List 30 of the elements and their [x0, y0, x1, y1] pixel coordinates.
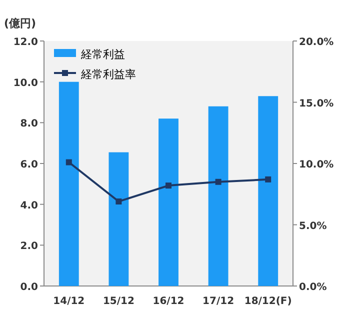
y2-tick-label: 15.0%: [299, 98, 334, 110]
x-tick-label: 16/12: [152, 296, 184, 307]
x-tick-label: 18/12(F): [244, 296, 292, 307]
point: [215, 178, 222, 185]
legend-label: 経常利益率: [80, 68, 136, 81]
bar: [58, 82, 79, 286]
y-tick-label: 4.0: [20, 200, 38, 212]
point: [66, 159, 72, 166]
y-tick-label: 12.0: [13, 37, 38, 48]
y2-tick-label: 10.0%: [299, 160, 334, 170]
y-tick-label: 0.0: [20, 282, 38, 293]
bar: [258, 96, 278, 286]
y2-tick-label: 0.0%: [299, 282, 327, 293]
y2-tick-label: 20.0%: [299, 37, 334, 48]
bar: [158, 118, 178, 286]
x-tick-label: 14/12: [53, 296, 85, 307]
y-tick-label: 8.0: [20, 118, 38, 130]
legend-label: 経常利益: [80, 48, 125, 61]
bar: [208, 106, 228, 286]
y-tick-label: 2.0: [20, 241, 38, 252]
y-tick-label: 6.0: [20, 160, 38, 170]
x-tick-label: 15/12: [102, 296, 134, 307]
bar: [108, 152, 129, 286]
y2-tick-label: 5.0%: [299, 220, 327, 232]
y-tick-label: 10.0: [13, 78, 38, 89]
point: [116, 198, 122, 204]
point: [166, 182, 172, 189]
y-axis-title: (億円): [4, 17, 36, 30]
x-tick-label: 17/12: [202, 296, 234, 307]
point: [265, 176, 272, 182]
